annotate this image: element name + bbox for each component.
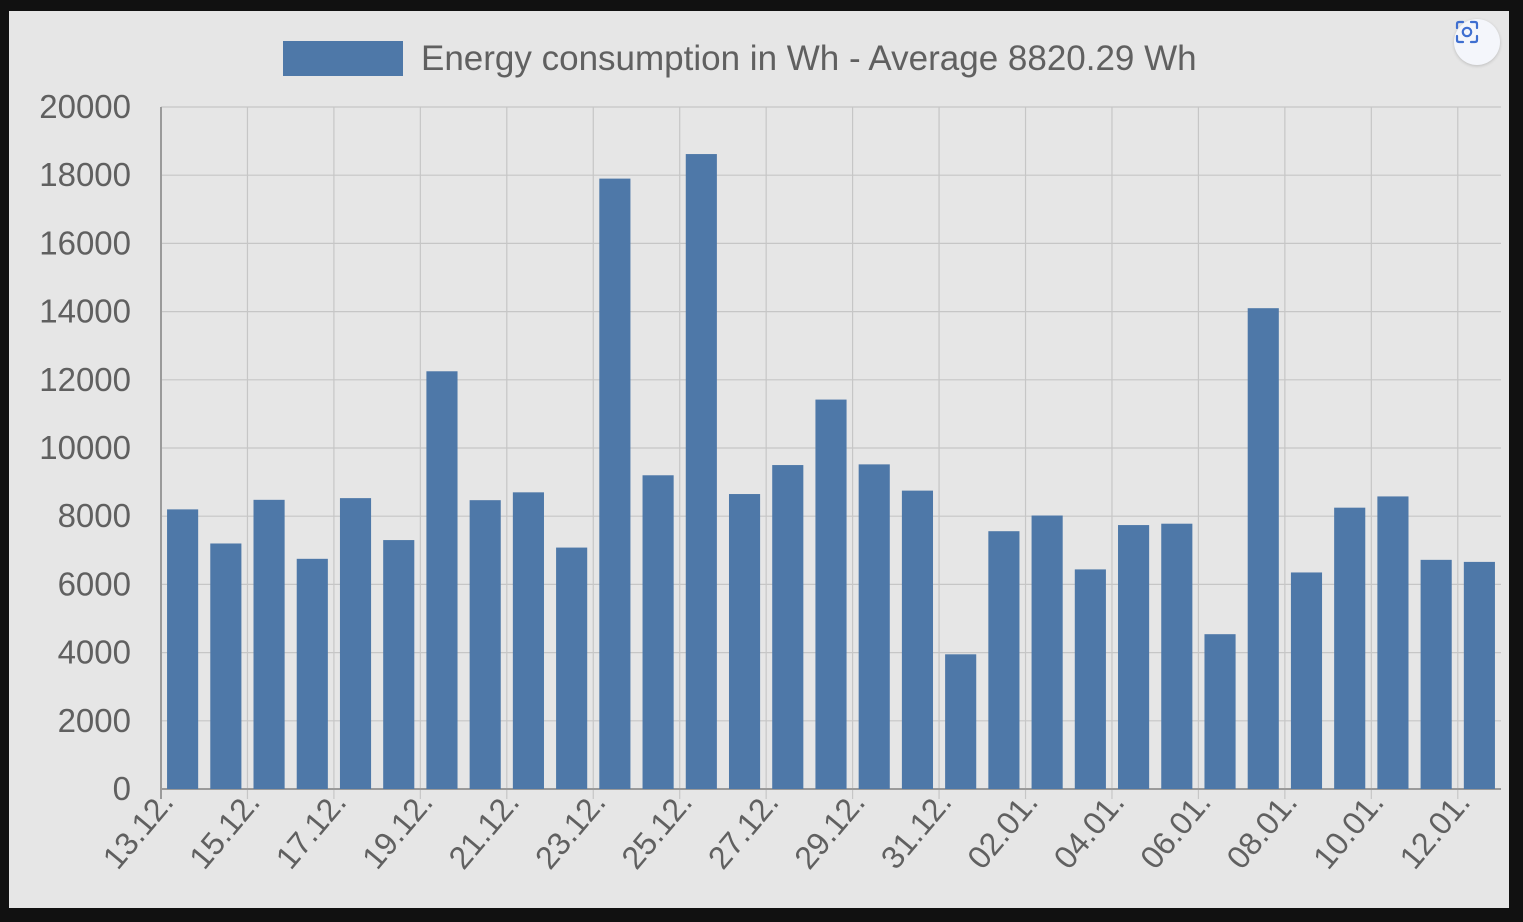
- bar: [296, 558, 328, 789]
- bar: [858, 464, 890, 789]
- bar: [556, 547, 588, 789]
- x-tick-label: 29.12.: [787, 784, 872, 875]
- bar: [1334, 507, 1366, 789]
- y-tick-label: 6000: [58, 565, 131, 602]
- bar: [167, 509, 199, 789]
- bar: [728, 494, 761, 789]
- bar: [1074, 569, 1106, 789]
- legend-swatch: [283, 41, 403, 76]
- y-tick-label: 10000: [39, 429, 131, 466]
- bar: [599, 178, 631, 790]
- y-tick-label: 20000: [39, 88, 131, 125]
- bar: [1377, 496, 1409, 789]
- x-tick-label: 25.12.: [614, 784, 699, 875]
- bar: [1118, 525, 1150, 789]
- bar: [1204, 634, 1236, 789]
- y-tick-label: 0: [113, 770, 131, 807]
- bar: [945, 654, 977, 789]
- bar: [988, 531, 1020, 789]
- bar: [426, 371, 458, 789]
- x-tick-label: 17.12.: [268, 784, 353, 875]
- bar: [1463, 561, 1495, 789]
- x-tick-label: 08.01.: [1219, 784, 1304, 875]
- x-tick-label: 13.12.: [96, 784, 181, 875]
- bar: [1290, 572, 1323, 789]
- x-tick-label: 31.12.: [874, 784, 959, 875]
- bar: [642, 475, 674, 789]
- legend-label: Energy consumption in Wh - Average 8820.…: [421, 39, 1197, 78]
- bar: [1031, 515, 1063, 789]
- x-tick-label: 15.12.: [182, 784, 267, 875]
- x-tick-label: 27.12.: [701, 784, 786, 875]
- bar: [1161, 523, 1193, 789]
- bar: [512, 492, 544, 789]
- bar: [1247, 308, 1279, 789]
- x-tick-label: 10.01.: [1306, 784, 1391, 875]
- bar: [253, 499, 285, 789]
- bar-chart: 0 2000 4000 6000 8000 10000 12000 14000 16000 180…: [39, 39, 1501, 876]
- x-tick-label: 12.01.: [1392, 784, 1477, 875]
- bar: [1420, 559, 1452, 789]
- y-tick-label: 12000: [39, 361, 131, 398]
- bar: [469, 500, 501, 789]
- bar: [685, 154, 717, 790]
- x-tick-label: 21.12.: [441, 784, 526, 875]
- x-tick-label: 06.01.: [1133, 784, 1218, 875]
- y-tick-label: 16000: [39, 224, 131, 261]
- y-tick-label: 4000: [58, 634, 131, 671]
- x-tick-label: 23.12.: [528, 784, 613, 875]
- bar: [901, 490, 934, 789]
- y-tick-label: 8000: [58, 497, 131, 534]
- y-tick-label: 14000: [39, 293, 131, 330]
- bar: [339, 498, 372, 789]
- y-tick-label: 2000: [58, 702, 131, 739]
- bar: [383, 540, 415, 789]
- x-tick-label: 02.01.: [960, 784, 1045, 875]
- chart-panel: 0 2000 4000 6000 8000 10000 12000 14000 16000 180…: [9, 11, 1509, 908]
- x-tick-label: 04.01.: [1047, 784, 1132, 875]
- x-tick-label: 19.12.: [355, 784, 440, 875]
- lens-button[interactable]: [1454, 19, 1500, 65]
- bar: [772, 465, 804, 789]
- bar: [815, 399, 847, 789]
- bar: [210, 543, 242, 789]
- y-tick-label: 18000: [39, 156, 131, 193]
